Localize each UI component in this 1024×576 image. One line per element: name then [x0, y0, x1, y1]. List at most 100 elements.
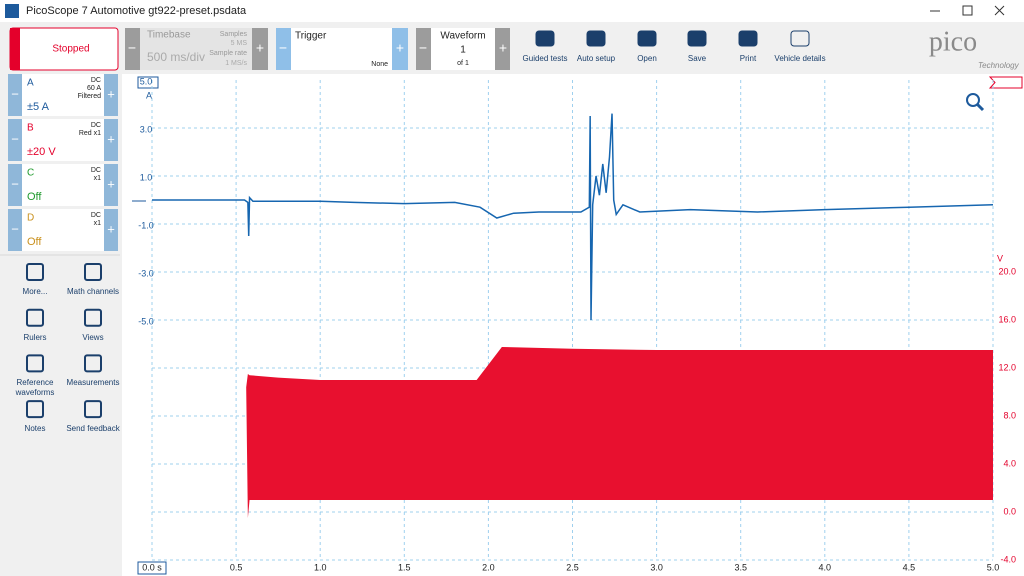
- y2-tick-label: 20.0: [998, 266, 1016, 276]
- waveform-count: of 1: [457, 60, 469, 67]
- toolbar-label: Save: [688, 54, 707, 63]
- channel-minus[interactable]: [8, 164, 22, 206]
- y-tick-label: 3.0: [140, 124, 153, 134]
- channel-minus[interactable]: [8, 74, 22, 116]
- waveform-group: [416, 28, 510, 70]
- toolbar-label: Auto setup: [577, 54, 616, 63]
- toolbar-label: Print: [740, 54, 757, 63]
- channel-name: B: [27, 123, 34, 134]
- y2-tick-label: 16.0: [998, 314, 1016, 324]
- zoom-icon[interactable]: [966, 93, 980, 107]
- y-tick-label: -1.0: [138, 220, 154, 230]
- channel-card[interactable]: [22, 119, 104, 161]
- channel-name: A: [27, 78, 34, 89]
- samples-label: Samples: [220, 31, 248, 38]
- window-title: PicoScope 7 Automotive gt922-preset.psda…: [26, 5, 247, 17]
- trigger-plus[interactable]: [392, 28, 408, 70]
- y-tick-label: -3.0: [138, 268, 154, 278]
- minus-glyph: −: [279, 40, 287, 56]
- channel-detail: DC: [91, 167, 101, 174]
- plus-glyph: +: [107, 221, 115, 236]
- channel-card[interactable]: [22, 74, 104, 116]
- logo: pico: [929, 26, 977, 57]
- toolbar-label: Vehicle details: [774, 54, 825, 63]
- samples: 5 MS: [231, 40, 248, 47]
- close[interactable]: [994, 5, 1005, 16]
- y2-tick-label: 0.0: [1003, 506, 1016, 516]
- title-bar: [0, 0, 1024, 22]
- tool-label[interactable]: Notes: [24, 424, 46, 434]
- trigger-label: Trigger: [295, 31, 327, 42]
- x-tick-label: 4.5: [903, 562, 916, 572]
- tool-label[interactable]: Measurements: [66, 378, 120, 388]
- tool-label[interactable]: More...: [22, 287, 48, 296]
- minus-glyph: −: [11, 221, 19, 236]
- tool-label[interactable]: Rulers: [23, 332, 47, 342]
- channel-range: ±20 V: [27, 146, 56, 158]
- toolbar-button[interactable]: [775, 26, 825, 70]
- tool-label[interactable]: Send feedback: [66, 424, 120, 434]
- waveform-number: 1: [460, 45, 466, 56]
- channel-minus[interactable]: [8, 119, 22, 161]
- channel-card[interactable]: [22, 209, 104, 251]
- waveform-plus[interactable]: [495, 28, 510, 70]
- timebase-minus[interactable]: [125, 28, 140, 70]
- x-tick-label: 3.0: [650, 562, 663, 572]
- tool-label[interactable]: Math channels: [66, 287, 120, 296]
- tool-label[interactable]: Views: [82, 332, 104, 342]
- plus-glyph: +: [107, 131, 115, 146]
- timebase-label: Timebase: [147, 30, 191, 41]
- channel-detail: DC: [91, 212, 101, 219]
- x-tick-label: 2.0: [482, 562, 495, 572]
- tool-icon[interactable]: [84, 308, 102, 327]
- tool-icon[interactable]: [84, 400, 102, 419]
- y-tick-label: 5.0: [140, 76, 153, 86]
- toolbar-icon: [790, 30, 810, 47]
- tool-icon[interactable]: [84, 263, 102, 281]
- status: Stopped: [52, 44, 89, 55]
- waveform-label: Waveform: [440, 31, 485, 42]
- tool-label[interactable]: Reference waveforms: [15, 378, 55, 398]
- channel-name: D: [27, 213, 34, 224]
- axis-b-marker: [988, 76, 1023, 89]
- channel-plus[interactable]: [104, 209, 118, 251]
- plus-glyph: +: [499, 40, 507, 56]
- x-tick-label: 1.0: [314, 562, 327, 572]
- tool-icon[interactable]: [84, 354, 102, 373]
- channel-detail: DC: [91, 77, 101, 84]
- tool-icon[interactable]: [26, 263, 44, 281]
- minus-glyph: −: [419, 40, 427, 56]
- minus-glyph: −: [128, 40, 136, 56]
- tool-icon[interactable]: [26, 354, 44, 373]
- x-tick-label: 5.0: [987, 562, 1000, 572]
- channel-plus[interactable]: [104, 119, 118, 161]
- channel-range: Off: [27, 236, 42, 248]
- channel-detail: x1: [94, 175, 102, 182]
- x-origin-box: [137, 561, 167, 575]
- channel-plus[interactable]: [104, 74, 118, 116]
- channel-plus[interactable]: [104, 164, 118, 206]
- logo-sub: Technology: [978, 61, 1020, 70]
- tool-icon[interactable]: [26, 400, 44, 419]
- toolbar-icon: [586, 30, 606, 47]
- app-icon: [5, 4, 19, 18]
- y-tick-label: -5.0: [138, 316, 154, 326]
- tool-icon[interactable]: [26, 308, 44, 327]
- channel-detail: x1: [94, 220, 102, 227]
- y-axis-label: A: [146, 90, 152, 100]
- timebase-plus[interactable]: [252, 28, 268, 70]
- channel-card[interactable]: [22, 164, 104, 206]
- signal-line: [152, 113, 994, 321]
- x-tick-label: 0.5: [230, 562, 243, 572]
- channel-minus[interactable]: [8, 209, 22, 251]
- rate-label: Sample rate: [209, 50, 247, 57]
- maximize[interactable]: [962, 5, 973, 16]
- x-tick-label: 3.5: [734, 562, 747, 572]
- y2-tick-label: 4.0: [1003, 458, 1016, 468]
- status-strip: [10, 28, 20, 70]
- channel-detail: 60 A: [87, 85, 101, 92]
- trigger-minus[interactable]: [276, 28, 291, 70]
- waveform-minus[interactable]: [416, 28, 431, 70]
